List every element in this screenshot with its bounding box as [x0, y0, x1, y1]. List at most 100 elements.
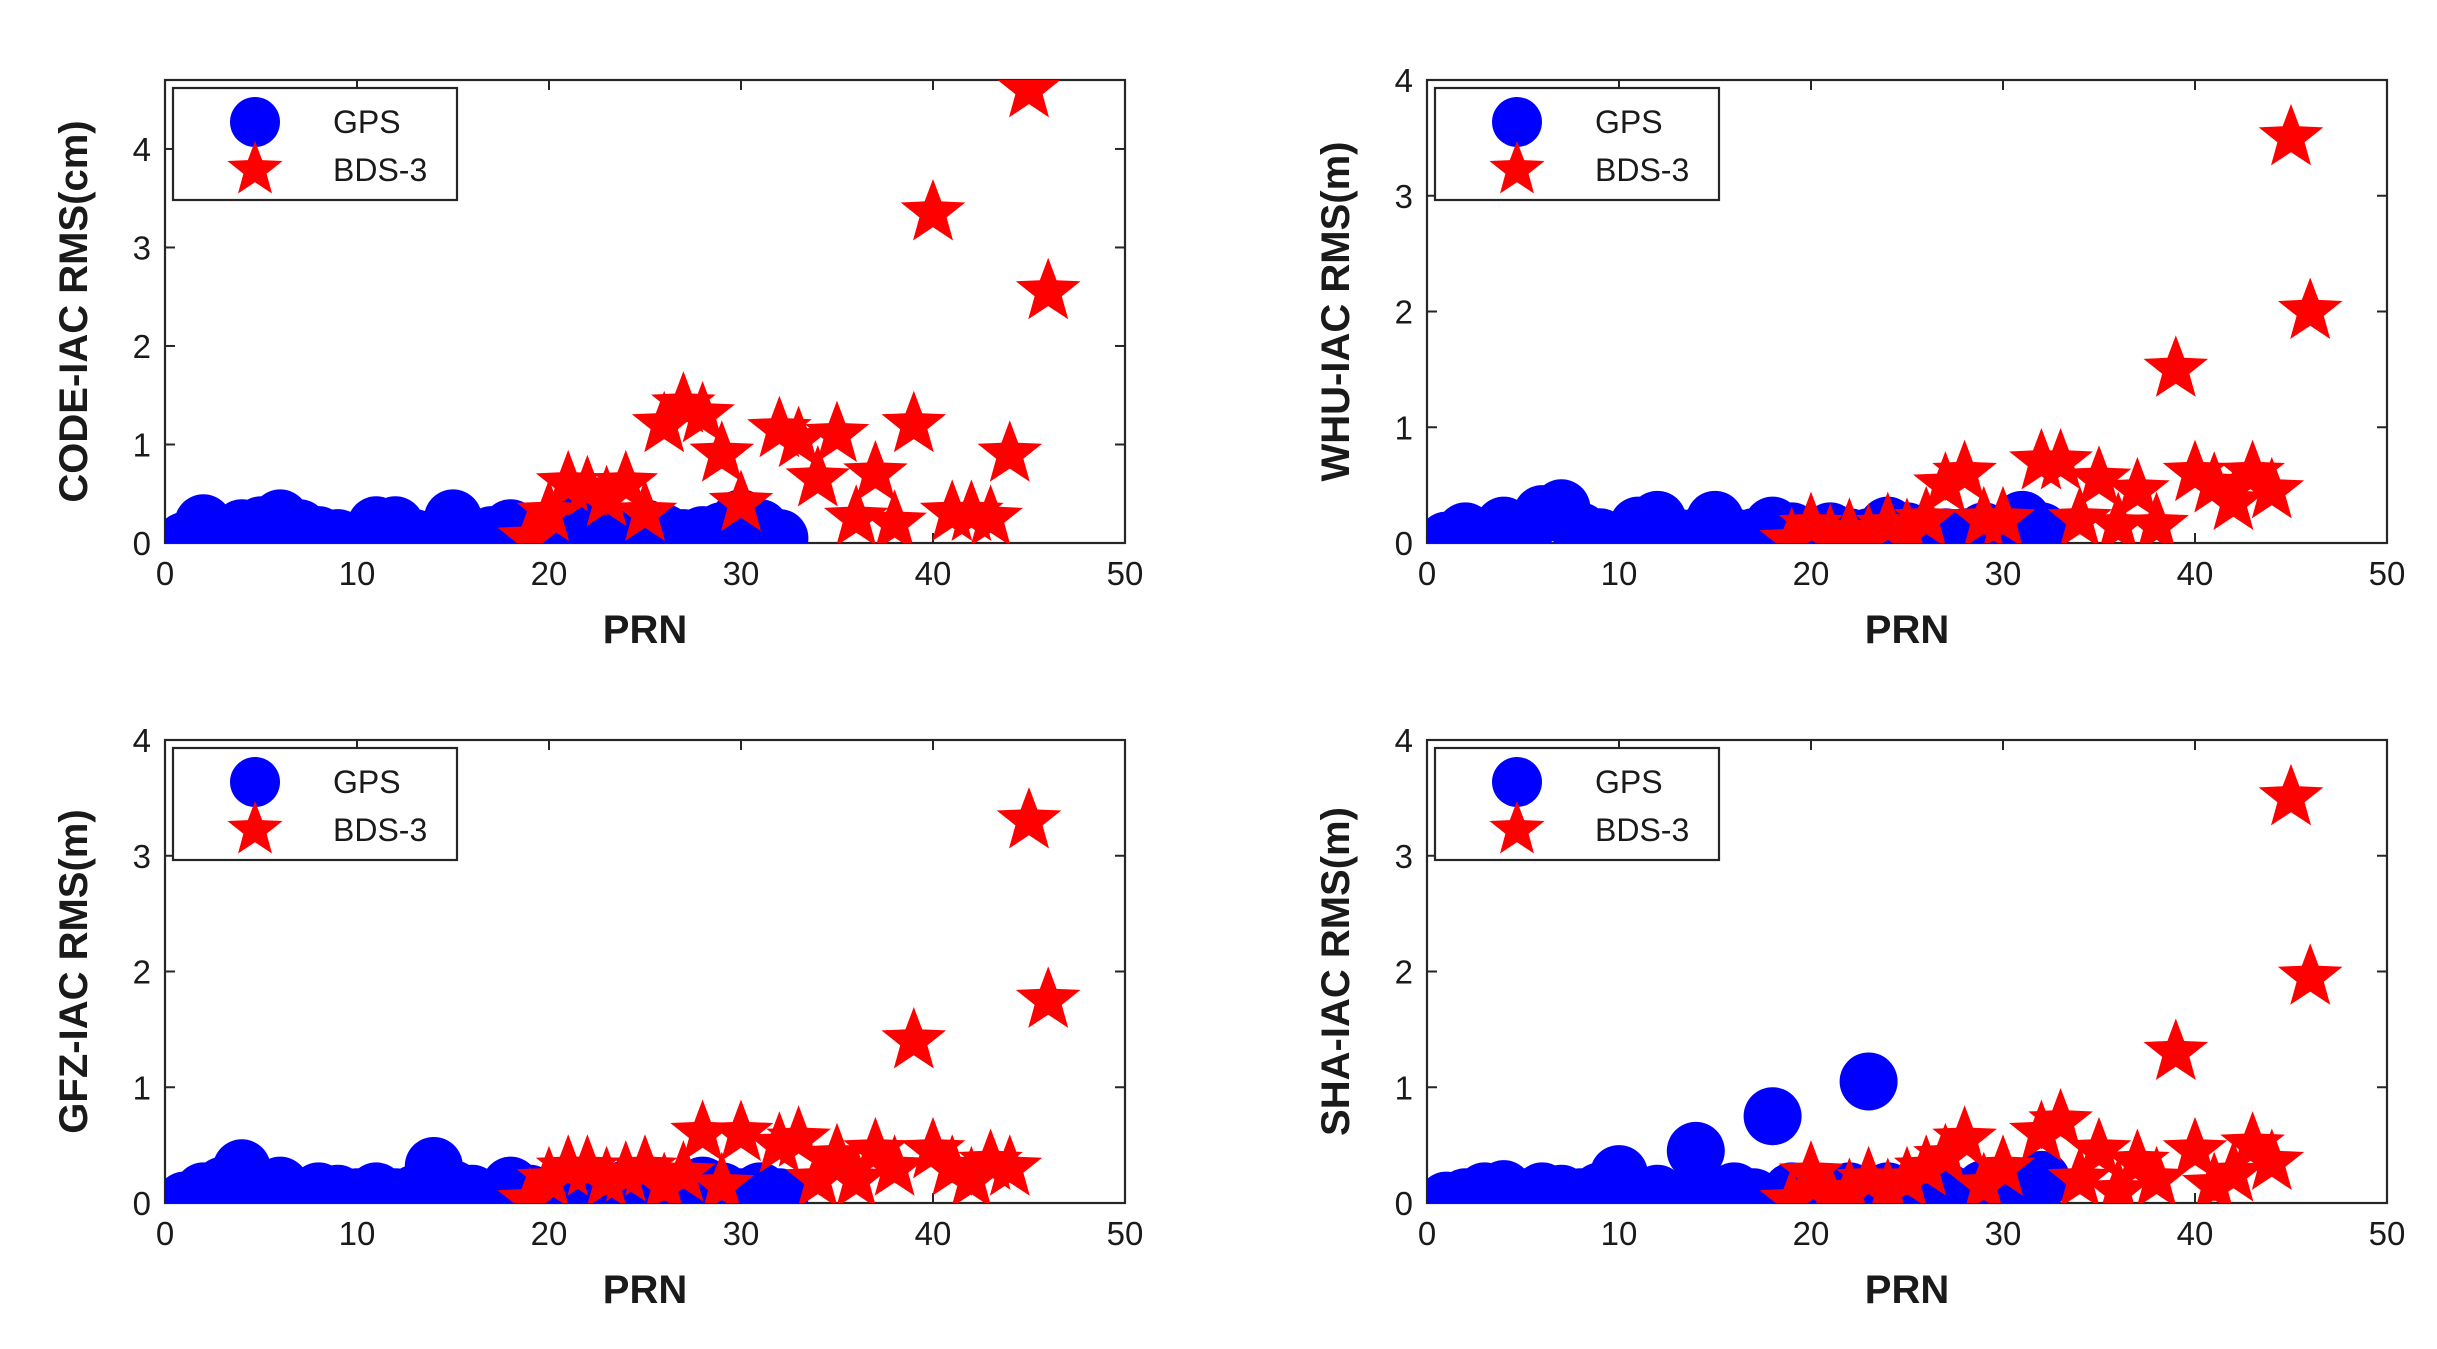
bds3-point [766, 405, 831, 468]
bds3-point [804, 1122, 870, 1185]
y-tick-label: 0 [1395, 1185, 1413, 1222]
bds3-point [612, 1134, 678, 1196]
x-axis-label: PRN [1865, 608, 1949, 652]
bds3-point [804, 400, 870, 463]
bds3-point [1932, 1105, 1997, 1167]
x-tick-label: 0 [1418, 1215, 1436, 1252]
bds3-point [843, 1116, 908, 1179]
bds3-point [2047, 485, 2113, 543]
y-tick-label: 1 [133, 1069, 151, 1106]
legend-bds3-marker [1489, 801, 1545, 854]
legend: GPS BDS-3 [1433, 86, 1721, 202]
legend: GPS BDS-3 [171, 746, 459, 862]
legend-bds3-label: BDS-3 [333, 152, 427, 188]
y-tick-label: 3 [1395, 178, 1413, 215]
bds3-point [881, 1007, 947, 1069]
x-tick-label: 0 [156, 555, 174, 592]
y-tick-label: 4 [1395, 722, 1413, 759]
chart-panel-1: 0 10 20 30 40 50 0 1 2 3 4 PRN CODE-IAC RMS(cm) GPS BD… [52, 78, 1143, 652]
bds3-point [881, 390, 947, 453]
plot-area [165, 80, 1081, 543]
bds3-point [1970, 1134, 2036, 1196]
bds3-point [1778, 1140, 1844, 1202]
x-tick-label: 50 [1107, 1215, 1144, 1252]
bds3-point [689, 420, 755, 482]
bds3-point [2239, 1128, 2305, 1190]
bds3-point [2143, 1018, 2209, 1080]
legend-gps-marker [230, 757, 280, 807]
bds3-point [2105, 456, 2170, 519]
x-tick-label: 40 [915, 555, 952, 592]
bds3-point [2028, 428, 2093, 490]
legend-bds3-marker [1489, 141, 1545, 194]
legend-bds3-marker [227, 801, 283, 854]
y-tick-label: 2 [133, 954, 151, 991]
y-tick-label: 2 [1395, 294, 1413, 331]
bds3-point [2258, 763, 2324, 826]
bds3-point [516, 1145, 582, 1203]
y-axis-label: GFZ-IAC RMS(m) [52, 809, 96, 1133]
x-axis-label: PRN [603, 1268, 687, 1312]
bds3-point [2162, 1116, 2228, 1179]
y-tick-label: 1 [133, 426, 151, 463]
bds3-point [574, 464, 639, 527]
x-tick-label: 0 [1418, 555, 1436, 592]
y-tick-label: 0 [133, 525, 151, 562]
bds3-point [977, 1134, 1043, 1196]
bds3-point [1874, 1145, 1940, 1203]
legend-gps-label: GPS [333, 104, 401, 140]
legend-gps-marker [1492, 757, 1542, 807]
bds3-point [900, 179, 966, 241]
y-tick-label: 4 [133, 131, 151, 168]
y-tick-label: 0 [1395, 525, 1413, 562]
bds3-point [651, 371, 716, 433]
gps-point [750, 1168, 809, 1203]
y-tick-label: 0 [133, 1185, 151, 1222]
chart-panel-3: 0 10 20 30 40 50 0 1 2 3 4 PRN GFZ-IAC RMS(m) GPS BDS-… [52, 722, 1143, 1312]
x-tick-label: 30 [1985, 1215, 2022, 1252]
y-tick-label: 2 [1395, 954, 1413, 991]
plot-area [165, 787, 1081, 1203]
bds3-point [958, 484, 1023, 543]
bds3-point [670, 380, 735, 443]
x-tick-label: 50 [2369, 1215, 2406, 1252]
gps-point [1666, 1121, 1725, 1180]
bds3-point [708, 1099, 774, 1162]
bds3-point [900, 1116, 966, 1179]
bds3-point [2239, 456, 2305, 519]
bds3-point [823, 1145, 889, 1203]
bds3-point [747, 1111, 812, 1173]
legend-box [1433, 86, 1721, 202]
y-axis-label: CODE-IAC RMS(cm) [52, 120, 96, 502]
legend-gps-marker [1492, 97, 1542, 147]
bds3-point [2105, 1128, 2170, 1190]
bds3-point [1970, 485, 2036, 543]
bds3-point [785, 445, 851, 507]
legend-bds3-label: BDS-3 [1595, 152, 1689, 188]
gps-point [750, 509, 809, 543]
y-tick-label: 1 [1395, 1069, 1413, 1106]
y-tick-label: 2 [133, 328, 151, 365]
bds3-point [651, 1140, 716, 1202]
bds3-point [2124, 1145, 2189, 1203]
bds3-point [2066, 445, 2132, 507]
bds3-point [2181, 1151, 2247, 1203]
bds3-point [996, 787, 1062, 849]
y-axis-label: SHA-IAC RMS(m) [1314, 807, 1358, 1136]
bds3-point [555, 454, 620, 517]
bds3-point [1913, 1122, 1978, 1185]
y-tick-label: 3 [133, 229, 151, 266]
x-tick-label: 30 [723, 555, 760, 592]
bds3-point [823, 484, 889, 543]
bds3-point [1932, 439, 1997, 502]
bds3-point [2009, 1099, 2074, 1162]
bds3-point [2277, 943, 2343, 1005]
bds3-point [1951, 1151, 2017, 1203]
y-tick-label: 4 [1395, 62, 1413, 99]
legend-bds3-label: BDS-3 [1595, 812, 1689, 848]
x-tick-label: 20 [1793, 555, 1830, 592]
bds3-point [612, 479, 678, 541]
bds3-point [1855, 491, 1921, 543]
bds3-point [939, 1145, 1004, 1203]
